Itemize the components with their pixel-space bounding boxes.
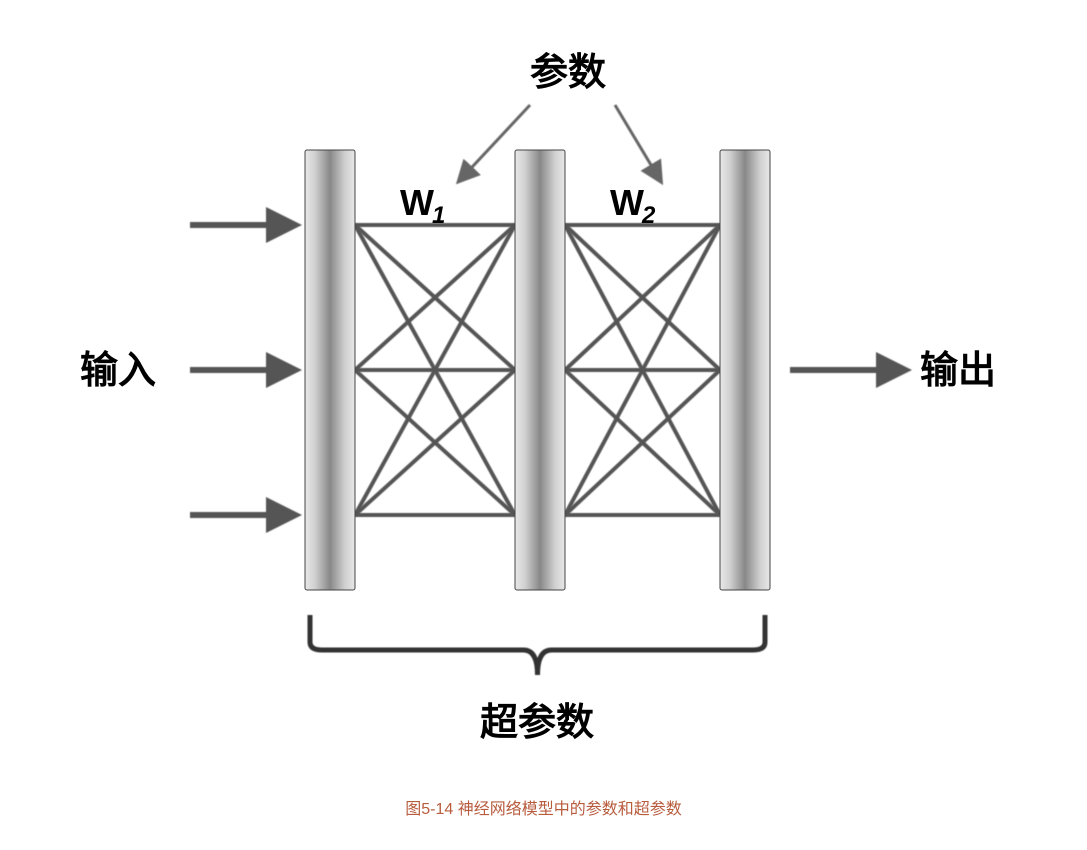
w2-label: W 2 bbox=[610, 182, 656, 229]
layer-2 bbox=[515, 150, 565, 590]
hyperparameters-label: 超参数 bbox=[480, 702, 594, 744]
input-arrows bbox=[190, 225, 290, 515]
svg-text:W: W bbox=[400, 182, 434, 223]
svg-text:W: W bbox=[610, 182, 644, 223]
layer-3 bbox=[720, 150, 770, 590]
parameters-label: 参数 bbox=[530, 52, 606, 94]
brace bbox=[310, 615, 765, 675]
svg-text:1: 1 bbox=[432, 202, 445, 229]
connections-12 bbox=[355, 225, 515, 515]
layer-1 bbox=[305, 150, 355, 590]
figure-caption: 图5-14 神经网络模型中的参数和超参数 bbox=[0, 795, 1087, 819]
svg-text:2: 2 bbox=[641, 202, 656, 229]
output-label: 输出 bbox=[920, 350, 996, 392]
w1-label: W 1 bbox=[400, 182, 445, 229]
connections-23 bbox=[565, 225, 720, 515]
input-label: 输入 bbox=[80, 350, 156, 392]
param-pointer-arrow-2 bbox=[615, 105, 660, 180]
nn-diagram: 输入 输出 参数 超参数 W 1 W 2 bbox=[0, 0, 1087, 780]
